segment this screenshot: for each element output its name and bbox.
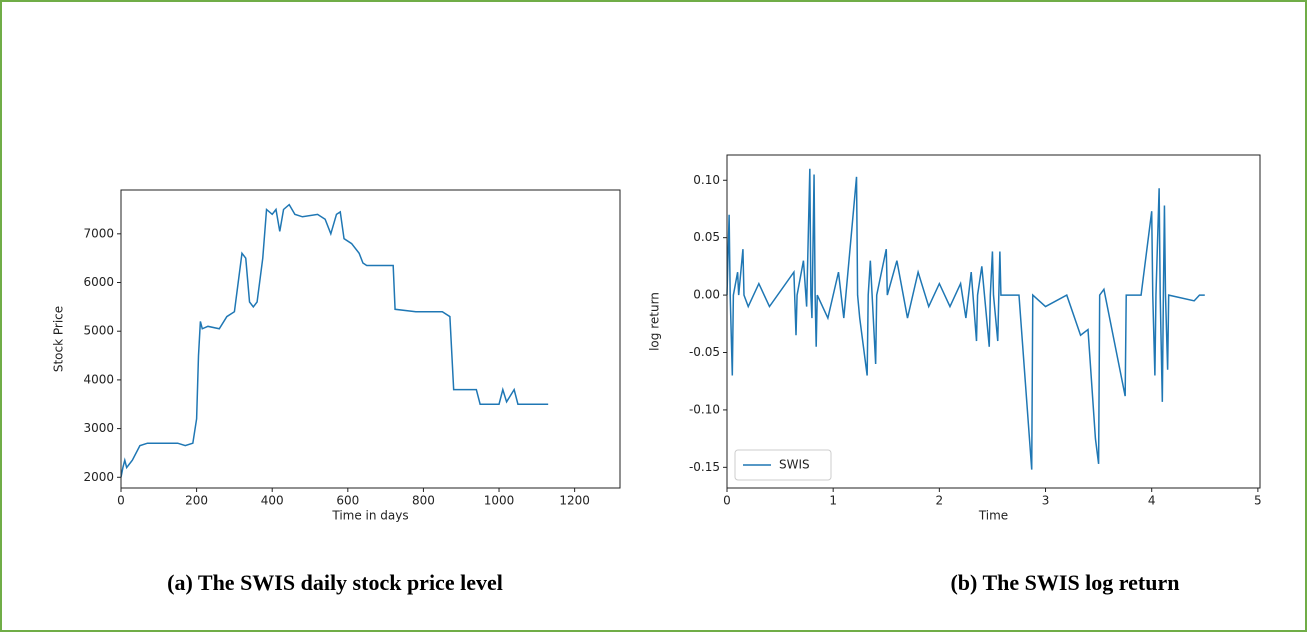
y-tick-label: 0.10 [693, 173, 720, 187]
y-tick-label: 0.00 [693, 288, 720, 302]
y-tick-label: 2000 [83, 470, 114, 484]
y-tick-label: 0.05 [693, 230, 720, 244]
legend-box [734, 449, 832, 481]
x-tick-label: 1000 [484, 494, 515, 508]
x-axis-label: Time [978, 509, 1008, 523]
y-tick-label: -0.15 [689, 460, 720, 474]
y-tick-label: 4000 [83, 372, 114, 386]
line-series [726, 168, 1205, 470]
y-axis-label: log return [648, 292, 662, 351]
y-tick-label: 3000 [83, 421, 114, 435]
x-tick-label: 0 [117, 494, 125, 508]
x-tick-label: 3 [1042, 494, 1050, 508]
y-tick-label: 5000 [83, 324, 114, 338]
y-tick-label: -0.05 [689, 345, 720, 359]
plot-frame [120, 189, 621, 489]
y-tick-label: -0.10 [689, 402, 720, 416]
legend-label: SWIS [779, 458, 810, 472]
chart: 0 200 400 600 800 1000 1200 2000 3000 4000 5000 600… [52, 189, 621, 595]
caption: (b) The SWIS log return [950, 570, 1179, 595]
x-tick-label: 5 [1254, 494, 1262, 508]
x-tick-label: 2 [936, 494, 944, 508]
chart: 0 1 2 3 4 5 -0.15 -0.10 -0.05 0.00 0.05 0.10 Time log… [648, 154, 1262, 595]
x-tick-label: 400 [261, 494, 284, 508]
x-tick-label: 600 [336, 494, 359, 508]
x-tick-label: 4 [1148, 494, 1156, 508]
x-axis-label: Time in days [331, 509, 408, 523]
y-tick-label: 7000 [83, 226, 114, 240]
plot-frame [726, 154, 1261, 489]
y-tick-label: 6000 [83, 275, 114, 289]
x-tick-label: 0 [723, 494, 731, 508]
x-tick-label: 200 [185, 494, 208, 508]
x-tick-label: 1 [829, 494, 837, 508]
y-axis-label: Stock Price [52, 306, 66, 372]
x-tick-label: 800 [412, 494, 435, 508]
line-series [120, 203, 549, 478]
caption: (a) The SWIS daily stock price level [167, 570, 503, 595]
x-tick-label: 1200 [559, 494, 590, 508]
